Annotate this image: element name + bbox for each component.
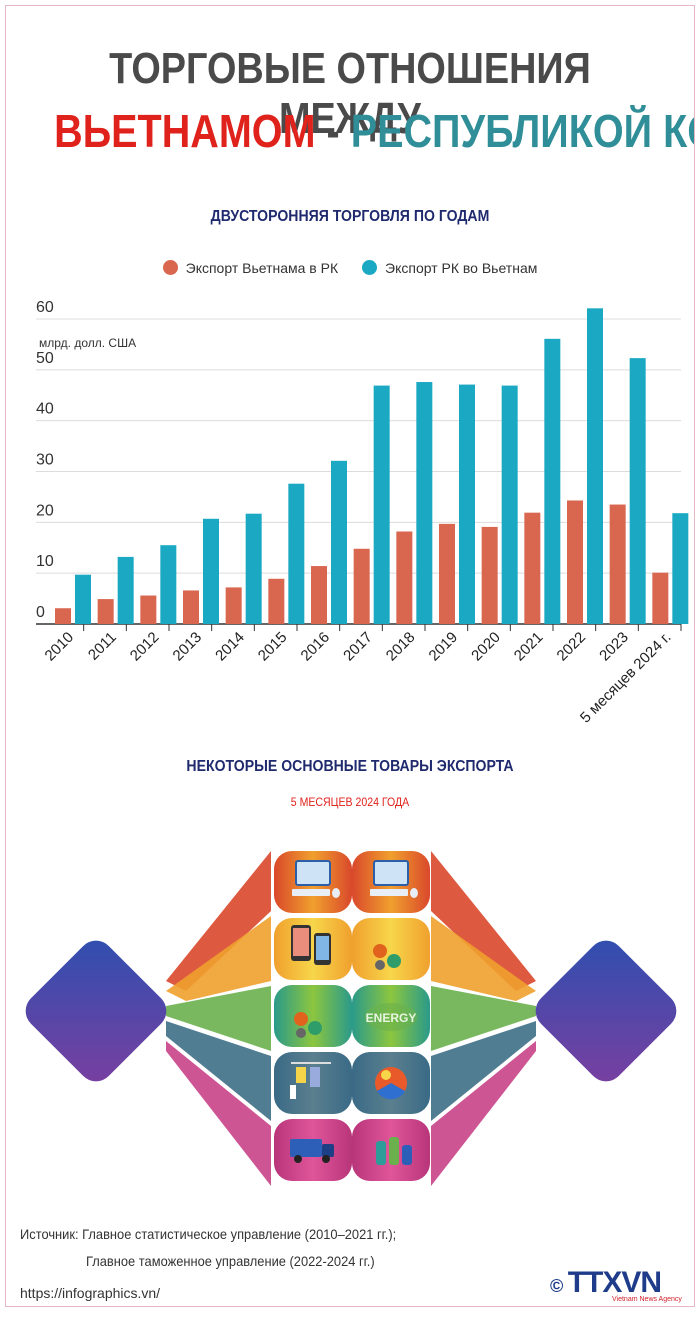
bar-vietnam-export	[97, 599, 114, 624]
x-tick-label: 2010	[42, 629, 78, 665]
bar-vietnam-export	[183, 590, 199, 624]
x-tick-label: 2015	[255, 629, 291, 665]
y-tick-label: 30	[36, 452, 54, 469]
bar-korea-export	[117, 556, 134, 624]
page-title-line1: ТОРГОВЫЕ ОТНОШЕНИЯ МЕЖДУ	[109, 44, 591, 143]
y-tick-label: 60	[36, 299, 54, 316]
tile-left-phone	[274, 918, 352, 980]
textile-icon	[290, 1062, 331, 1099]
bar-vietnam-export	[652, 572, 669, 624]
bar-korea-export	[501, 385, 518, 624]
x-tick-label: 2012	[127, 629, 163, 665]
x-tick-label: 2014	[212, 629, 248, 665]
trade-bar-chart: 0 10 20 30 40 50 60 млрд. долл. США 2010 2011 2012…	[36, 299, 689, 726]
bar-korea-export	[288, 483, 305, 624]
logo-text: TTXVN	[567, 1266, 662, 1299]
source-line-2: Главное таможенное управление (2022-2024…	[86, 1253, 375, 1269]
bar-korea-export	[672, 513, 689, 624]
bar-vietnam-export	[524, 512, 541, 624]
chart-legend: Экспорт Вьетнама в РК Экспорт РК во Вьет…	[6, 260, 694, 276]
y-tick-label: 50	[36, 350, 54, 367]
bar-vietnam-export	[481, 526, 498, 624]
energy-icon: ENERGY	[365, 1003, 417, 1031]
x-tick-label: 2016	[298, 629, 334, 665]
energy-word: ENERGY	[366, 1011, 417, 1025]
goods-diagram: ENERGY	[25, 851, 677, 1186]
left-connectors	[166, 851, 271, 1186]
goods-subtitle: 5 МЕСЯЦЕВ 2024 ГОДА	[290, 795, 410, 809]
page-title-line2: ВЬЕТНАМОМ - РЕСПУБЛИКОЙ КОРЕЯ	[54, 104, 694, 158]
bar-vietnam-export	[396, 531, 413, 624]
bar-korea-export	[629, 358, 646, 624]
source-line-1: Источник: Главное статистическое управле…	[20, 1226, 397, 1242]
bar-vietnam-export	[439, 523, 455, 624]
vietnam-diamond	[25, 940, 167, 1082]
machinery-icon	[294, 1012, 322, 1038]
smartphone-icon	[291, 925, 331, 965]
copyright-symbol: ©	[550, 1276, 564, 1296]
chemicals-icon	[376, 1137, 412, 1165]
bar-korea-export	[203, 518, 219, 624]
y-tick-label: 10	[36, 553, 54, 570]
logo-subtitle: Vietnam News Agency	[612, 1296, 682, 1303]
y-tick-label: 0	[36, 604, 45, 621]
x-tick-label: 2021	[511, 629, 547, 665]
bar-korea-export	[160, 545, 177, 624]
x-tick-label: 2018	[383, 629, 419, 665]
bar-korea-export	[331, 460, 347, 624]
bar-vietnam-export	[140, 595, 157, 624]
y-tick-label: 40	[36, 401, 54, 418]
legend-item-kr: Экспорт РК во Вьетнам	[362, 260, 537, 276]
tile-right-machinery	[352, 918, 430, 980]
y-axis-label: млрд. долл. США	[39, 336, 136, 350]
legend-label-kr: Экспорт РК во Вьетнам	[385, 260, 538, 276]
truck-icon	[290, 1139, 334, 1163]
bar-korea-export	[416, 382, 433, 624]
y-tick-label: 20	[36, 502, 54, 519]
legend-dot-kr	[362, 260, 378, 275]
x-tick-label: 2017	[340, 629, 376, 665]
bar-vietnam-export	[609, 504, 626, 624]
infographic-page: ТОРГОВЫЕ ОТНОШЕНИЯ МЕЖДУ ВЬЕТНАМОМ - РЕС…	[5, 5, 695, 1307]
right-connectors	[431, 851, 536, 1186]
title-dash: -	[315, 105, 351, 157]
x-tick-label: 2020	[468, 629, 504, 665]
source-url[interactable]: https://infographics.vn/	[20, 1285, 161, 1301]
plastics-icon	[375, 1067, 407, 1100]
title-korea: РЕСПУБЛИКОЙ КОРЕЯ	[350, 105, 694, 157]
bar-vietnam-export	[311, 566, 327, 624]
tile-left-machinery	[274, 985, 352, 1047]
legend-item-vn: Экспорт Вьетнама в РК	[162, 260, 339, 276]
chart-title: ДВУСТОРОННЯЯ ТОРГОВЛЯ ПО ГОДАМ	[210, 208, 490, 225]
bar-korea-export	[459, 384, 475, 624]
bar-korea-export	[245, 513, 262, 624]
bar-vietnam-export	[268, 578, 285, 624]
left-goods-column	[274, 851, 352, 1181]
bar-vietnam-export	[353, 548, 370, 624]
x-tick-label: 2023	[596, 629, 632, 665]
computer-icon	[370, 860, 418, 898]
machinery-icon	[373, 944, 401, 970]
goods-title: НЕКОТОРЫЕ ОСНОВНЫЕ ТОВАРЫ ЭКСПОРТА	[186, 758, 514, 775]
bar-vietnam-export	[225, 587, 242, 624]
bar-vietnam-export	[55, 608, 71, 624]
bar-korea-export	[544, 338, 561, 624]
legend-dot-vn	[162, 260, 178, 275]
x-tick-label: 2019	[426, 629, 462, 665]
x-tick-label: 2011	[85, 629, 120, 664]
korea-diamond	[535, 940, 677, 1082]
x-tick-label: 2022	[554, 629, 590, 665]
ttxvn-logo: © TTXVN Vietnam News Agency	[550, 1266, 682, 1303]
bar-korea-export	[373, 385, 390, 624]
x-tick-label: 2013	[170, 629, 206, 665]
title-vietnam: ВЬЕТНАМОМ	[54, 105, 316, 157]
bar-korea-export	[75, 574, 91, 624]
computer-icon	[292, 860, 340, 898]
bar-korea-export	[587, 308, 603, 624]
legend-label-vn: Экспорт Вьетнама в РК	[185, 260, 339, 276]
bar-vietnam-export	[567, 500, 583, 624]
